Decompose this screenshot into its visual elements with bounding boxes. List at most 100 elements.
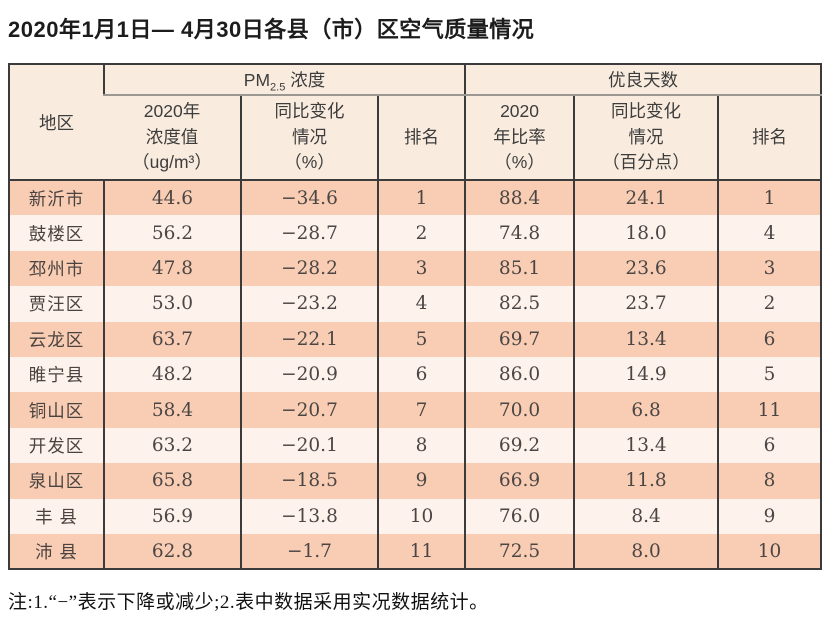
pm-change-cell: −23.2 xyxy=(240,286,378,322)
pm-value-cell: 44.6 xyxy=(103,180,241,216)
days-rank-cell: 11 xyxy=(717,392,822,428)
pm-change-cell: −20.9 xyxy=(240,356,378,393)
pm-rank-cell: 9 xyxy=(376,463,466,499)
days-ratio-cell: 86.0 xyxy=(464,356,575,393)
days-change-cell: 13.4 xyxy=(573,321,719,357)
region-cell: 铜山区 xyxy=(9,392,104,428)
table-row: 鼓楼区 56.2 −28.7 2 74.8 18.0 4 xyxy=(9,215,822,251)
days-rank-column-header: 排名 xyxy=(717,95,822,181)
pm-rank-cell: 8 xyxy=(376,427,466,464)
region-cell: 泉山区 xyxy=(9,463,104,499)
days-change-cell: 24.1 xyxy=(573,180,719,216)
pm-value-cell: 53.0 xyxy=(103,286,241,322)
region-cell: 鼓楼区 xyxy=(9,215,104,251)
days-change-cell: 18.0 xyxy=(573,215,719,251)
days-change-cell: 11.8 xyxy=(573,463,719,499)
pm-value-cell: 63.2 xyxy=(103,427,241,464)
table-row: 邳州市 47.8 −28.2 3 85.1 23.6 3 xyxy=(9,250,822,287)
pm-change-cell: −20.7 xyxy=(240,392,378,428)
pm-rank-cell: 3 xyxy=(376,250,466,287)
table-row: 睢宁县 48.2 −20.9 6 86.0 14.9 5 xyxy=(9,356,822,393)
days-change-cell: 6.8 xyxy=(573,392,719,428)
pm-value-cell: 56.2 xyxy=(103,215,241,251)
pm-rank-cell: 1 xyxy=(376,180,466,216)
page-title: 2020年1月1日— 4月30日各县（市）区空气质量情况 xyxy=(8,17,535,42)
good-days-group-header: 优良天数 xyxy=(464,64,822,96)
region-cell: 贾汪区 xyxy=(9,286,104,322)
pm-value-cell: 63.7 xyxy=(103,321,241,357)
region-column-header: 地区 xyxy=(9,64,104,181)
region-cell: 邳州市 xyxy=(9,250,104,287)
sub-header-row: 2020年 浓度值 （ug/m³） 同比变化 情况 （%） 排名 2020 年比… xyxy=(9,95,822,181)
region-cell: 开发区 xyxy=(9,427,104,464)
days-rank-cell: 10 xyxy=(717,533,822,570)
pm-change-cell: −34.6 xyxy=(240,180,378,216)
table-row: 沛 县 62.8 −1.7 11 72.5 8.0 10 xyxy=(9,533,822,570)
pm-rank-cell: 2 xyxy=(376,215,466,251)
pm-change-cell: −13.8 xyxy=(240,498,378,534)
days-change-column-header: 同比变化 情况 （百分点） xyxy=(573,95,719,181)
table-row: 新沂市 44.6 −34.6 1 88.4 24.1 1 xyxy=(9,180,822,216)
pm-rank-cell: 10 xyxy=(376,498,466,534)
days-rank-cell: 8 xyxy=(717,463,822,499)
pm-change-cell: −28.2 xyxy=(240,250,378,287)
pm-rank-column-header: 排名 xyxy=(376,95,466,181)
days-rank-cell: 9 xyxy=(717,498,822,534)
table-row: 铜山区 58.4 −20.7 7 70.0 6.8 11 xyxy=(9,392,822,428)
days-change-cell: 14.9 xyxy=(573,356,719,393)
table-row: 丰 县 56.9 −13.8 10 76.0 8.4 9 xyxy=(9,498,822,534)
pm-rank-cell: 5 xyxy=(376,321,466,357)
days-change-cell: 8.4 xyxy=(573,498,719,534)
pm-value-cell: 47.8 xyxy=(103,250,241,287)
pm-value-cell: 65.8 xyxy=(103,463,241,499)
days-rank-cell: 2 xyxy=(717,286,822,322)
pm-change-cell: −1.7 xyxy=(240,533,378,570)
group-header-row: 地区 PM2.5 浓度 优良天数 xyxy=(9,64,822,181)
days-rank-cell: 1 xyxy=(717,180,822,216)
pm-change-cell: −20.1 xyxy=(240,427,378,464)
days-rank-cell: 6 xyxy=(717,321,822,357)
pm25-group-header: PM2.5 浓度 xyxy=(102,64,466,96)
pm-value-cell: 58.4 xyxy=(103,392,241,428)
days-rank-cell: 3 xyxy=(717,250,822,287)
region-cell: 睢宁县 xyxy=(9,356,104,393)
days-ratio-cell: 82.5 xyxy=(464,286,575,322)
days-change-cell: 23.6 xyxy=(573,250,719,287)
air-quality-table: 地区 PM2.5 浓度 优良天数 2020年 浓度值 （ug/m³） 同比变化 … xyxy=(8,63,823,571)
pm25-label-main: PM xyxy=(243,70,271,90)
pm-rank-cell: 4 xyxy=(376,286,466,322)
pm-change-cell: −28.7 xyxy=(240,215,378,251)
region-cell: 新沂市 xyxy=(9,180,104,216)
pm25-label-subscript: 2.5 xyxy=(270,81,286,94)
pm-value-cell: 48.2 xyxy=(103,356,241,393)
pm-change-column-header: 同比变化 情况 （%） xyxy=(240,95,378,181)
days-change-cell: 13.4 xyxy=(573,427,719,464)
table-row: 云龙区 63.7 −22.1 5 69.7 13.4 6 xyxy=(9,321,822,357)
days-ratio-cell: 76.0 xyxy=(464,498,575,534)
pm-value-column-header: 2020年 浓度值 （ug/m³） xyxy=(104,95,241,181)
pm-rank-cell: 7 xyxy=(376,392,466,428)
table-body: 新沂市 44.6 −34.6 1 88.4 24.1 1 鼓楼区 56.2 −28.7 2 74.8 1… xyxy=(9,180,822,570)
pm-rank-cell: 11 xyxy=(376,533,466,570)
days-ratio-cell: 70.0 xyxy=(464,392,575,428)
pm-value-cell: 56.9 xyxy=(103,498,241,534)
region-cell: 丰 县 xyxy=(9,498,104,534)
table-header: 地区 PM2.5 浓度 优良天数 2020年 浓度值 （ug/m³） 同比变化 … xyxy=(9,64,822,181)
region-cell: 云龙区 xyxy=(9,321,104,357)
days-ratio-cell: 72.5 xyxy=(464,533,575,570)
pm-change-cell: −22.1 xyxy=(240,321,378,357)
table-row: 开发区 63.2 −20.1 8 69.2 13.4 6 xyxy=(9,427,822,464)
days-rank-cell: 5 xyxy=(717,356,822,393)
pm25-label-rest: 浓度 xyxy=(285,70,326,90)
days-ratio-cell: 66.9 xyxy=(464,463,575,499)
pm-value-cell: 62.8 xyxy=(103,533,241,570)
days-change-cell: 23.7 xyxy=(573,286,719,322)
days-ratio-cell: 69.7 xyxy=(464,321,575,357)
footnote: 注:1.“−”表示下降或减少;2.表中数据采用实况数据统计。 xyxy=(8,592,489,614)
table-row: 贾汪区 53.0 −23.2 4 82.5 23.7 2 xyxy=(9,286,822,322)
region-cell: 沛 县 xyxy=(9,533,104,570)
days-ratio-cell: 85.1 xyxy=(464,250,575,287)
days-rank-cell: 6 xyxy=(717,427,822,464)
days-ratio-cell: 69.2 xyxy=(464,427,575,464)
